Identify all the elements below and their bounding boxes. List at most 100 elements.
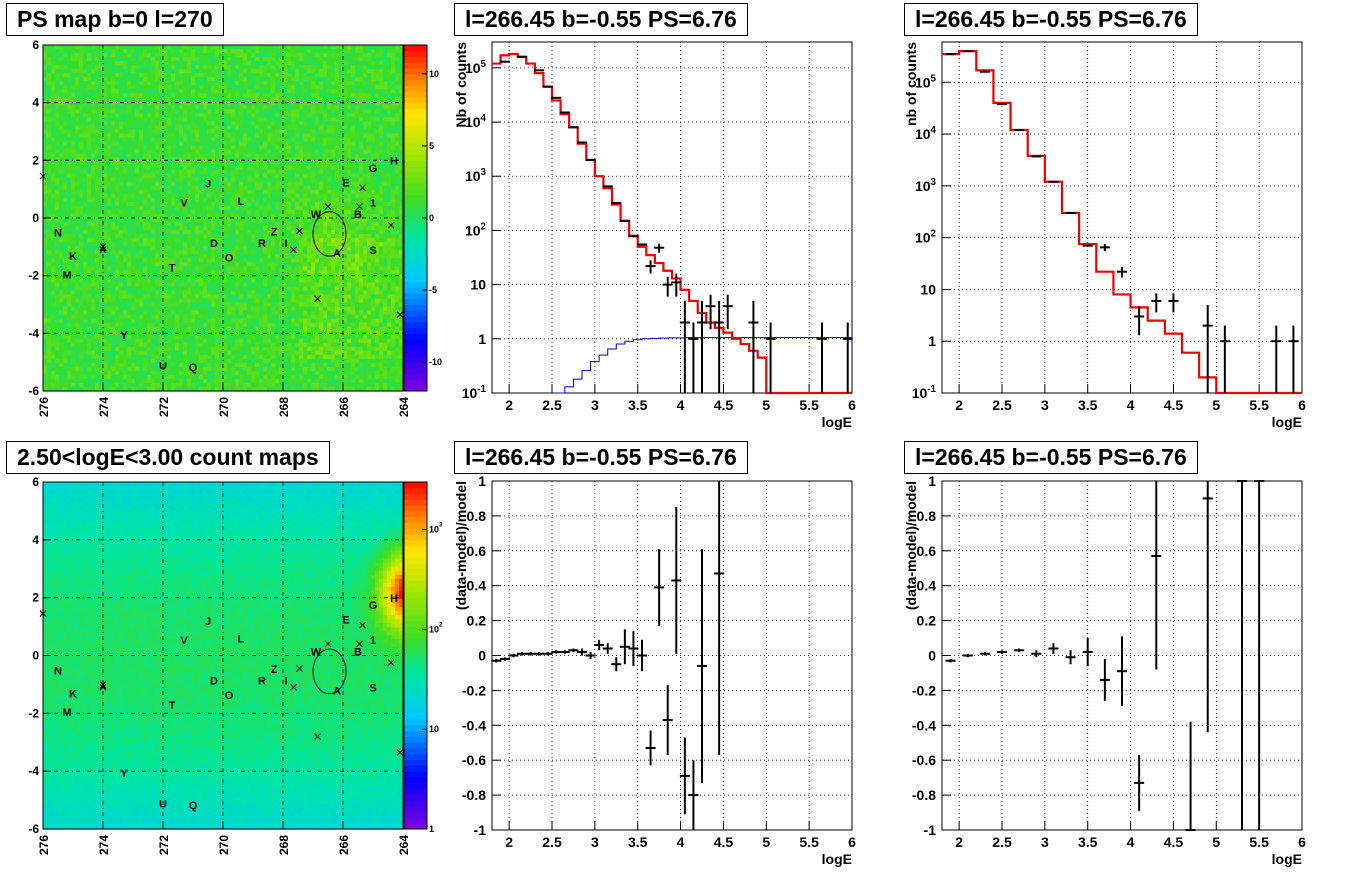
map-cell (119, 378, 124, 384)
map-cell (219, 350, 224, 356)
map-cell (239, 209, 244, 215)
map-cell (79, 209, 84, 215)
map-cell (115, 298, 120, 304)
map-cell (199, 346, 204, 352)
map-cell (187, 386, 192, 392)
map-cell (55, 238, 60, 243)
map-cell (263, 137, 268, 143)
map-cell (255, 362, 260, 368)
map-cell (239, 302, 244, 308)
map-cell (63, 282, 68, 287)
map-cell (235, 45, 240, 50)
map-cell (111, 169, 116, 175)
map-cell (187, 234, 192, 239)
map-cell (231, 85, 236, 90)
map-cell (67, 121, 72, 127)
map-cell (139, 49, 144, 54)
map-cell (175, 213, 180, 219)
map-cell (187, 374, 192, 380)
map-cell (127, 149, 132, 155)
map-cell (159, 314, 164, 320)
map-cell (99, 161, 104, 167)
map-cell (271, 185, 276, 191)
map-cell (99, 254, 104, 259)
map-cell (151, 274, 156, 279)
map-cell (55, 53, 60, 58)
map-cell (55, 302, 60, 308)
map-cell (163, 81, 168, 86)
map-cell (95, 294, 100, 300)
map-cell (231, 226, 236, 231)
map-cell (87, 49, 92, 54)
map-cell (223, 85, 228, 90)
map-cell (51, 181, 56, 187)
map-cell (115, 121, 120, 127)
map-cell (67, 278, 72, 283)
map-cell (99, 286, 104, 292)
map-cell (143, 222, 148, 227)
map-cell (79, 330, 84, 336)
map-cell (151, 366, 156, 372)
map-cell (103, 350, 108, 356)
map-cell (183, 230, 188, 235)
map-cell (235, 165, 240, 171)
map-cell (75, 250, 80, 255)
map-cell (115, 53, 120, 58)
map-cell (159, 177, 164, 183)
map-cell (131, 298, 136, 304)
map-cell (183, 314, 188, 320)
map-cell (71, 254, 76, 259)
map-cell (47, 53, 52, 58)
map-cell (223, 53, 228, 58)
map-cell (235, 105, 240, 110)
map-cell (163, 133, 168, 139)
map-cell (195, 326, 200, 332)
map-cell (191, 109, 196, 114)
map-cell (107, 382, 112, 388)
map-cell (231, 286, 236, 292)
map-cell (163, 322, 168, 328)
map-cell (175, 169, 180, 175)
map-cell (51, 49, 56, 54)
map-cell (259, 370, 264, 376)
map-cell (99, 65, 104, 70)
map-cell (223, 338, 228, 344)
map-cell (127, 65, 132, 70)
map-cell (107, 218, 112, 223)
map-cell (155, 57, 160, 62)
map-cell (219, 77, 224, 82)
map-cell (147, 89, 152, 94)
map-cell (163, 165, 168, 171)
map-cell (199, 85, 204, 90)
map-cell (203, 330, 208, 336)
map-cell (95, 177, 100, 183)
map-cell (183, 278, 188, 283)
map-cell (247, 302, 252, 308)
map-cell (215, 278, 220, 283)
map-cell (135, 61, 140, 66)
map-cell (215, 161, 220, 167)
map-cell (251, 69, 256, 74)
map-cell (159, 205, 164, 211)
map-cell (171, 294, 176, 300)
map-cell (219, 338, 224, 344)
map-cell (219, 133, 224, 139)
map-cell (51, 101, 56, 106)
map-cell (159, 105, 164, 110)
map-cell (123, 298, 128, 304)
map-cell (51, 298, 56, 304)
map-cell (247, 270, 252, 275)
map-cell (91, 77, 96, 82)
map-cell (227, 318, 232, 324)
map-cell (99, 213, 104, 219)
map-cell (127, 49, 132, 54)
map-cell (183, 173, 188, 179)
map-cell (171, 378, 176, 384)
map-cell (139, 161, 144, 167)
map-cell (239, 386, 244, 392)
map-cell (51, 346, 56, 352)
map-cell (239, 133, 244, 139)
map-cell (43, 213, 48, 219)
map-cell (55, 137, 60, 143)
map-cell (239, 358, 244, 364)
